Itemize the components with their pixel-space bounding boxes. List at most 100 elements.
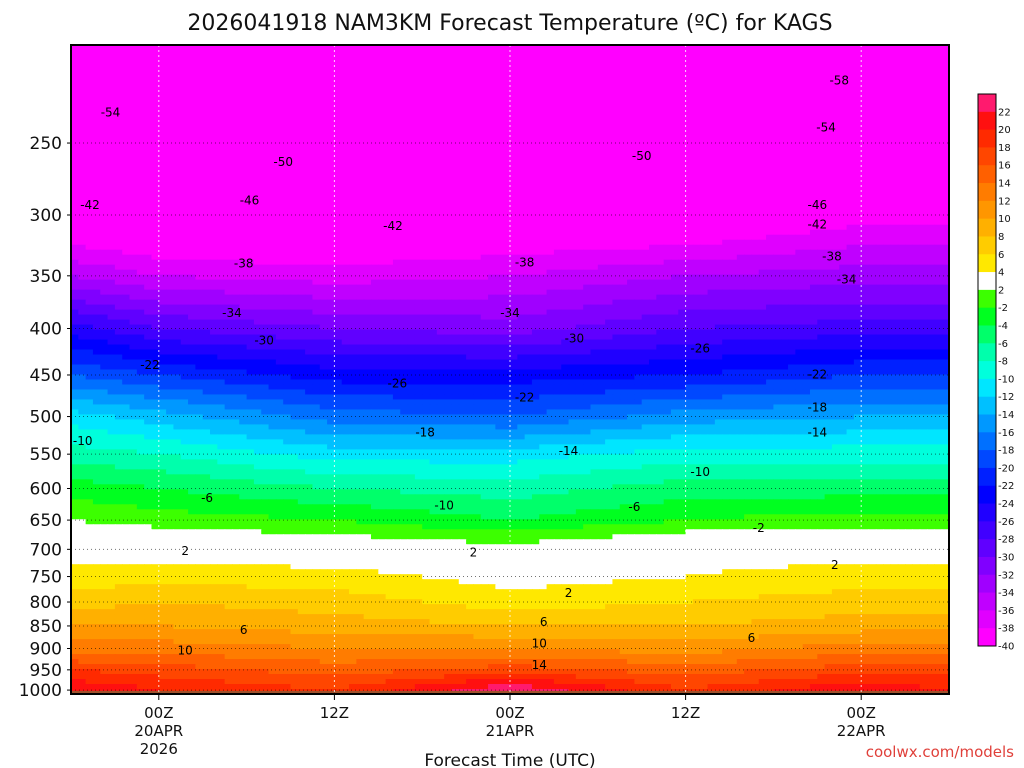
heat-cell (809, 164, 818, 171)
heat-cell (466, 179, 475, 186)
heat-cell (363, 109, 372, 116)
temperature-fill (71, 45, 949, 694)
heat-cell (268, 164, 277, 171)
heat-cell (685, 194, 694, 201)
heat-cell (129, 149, 138, 156)
heat-cell (597, 244, 606, 251)
heat-cell (553, 149, 562, 156)
heat-cell (100, 59, 109, 66)
heat-cell (261, 74, 270, 81)
heat-cell (627, 169, 635, 176)
heat-cell (809, 94, 818, 101)
heat-cell (231, 209, 240, 216)
heat-cell (100, 249, 109, 256)
heat-cell (312, 154, 321, 161)
heat-cell (627, 114, 635, 121)
heat-cell (429, 184, 438, 191)
heat-cell (934, 159, 943, 166)
heat-cell (839, 89, 848, 96)
heat-cell (144, 179, 153, 186)
heat-cell (488, 219, 496, 226)
heat-cell (480, 99, 489, 106)
heat-cell (129, 179, 138, 186)
heat-cell (890, 99, 899, 106)
heat-cell (817, 49, 826, 56)
heat-cell (458, 179, 467, 186)
heat-cell (319, 224, 328, 231)
heat-cell (473, 94, 482, 101)
heat-cell (400, 184, 409, 191)
heat-cell (356, 219, 365, 226)
heat-cell (795, 214, 804, 221)
heat-cell (239, 119, 248, 126)
heat-cell (831, 179, 840, 186)
heat-cell (312, 229, 321, 236)
heat-cell (766, 184, 774, 191)
heat-cell (319, 79, 328, 86)
heat-cell (670, 179, 679, 186)
heat-cell (400, 249, 409, 256)
heat-cell (166, 229, 175, 236)
heat-cell (846, 174, 855, 181)
heat-cell (634, 89, 643, 96)
heat-cell (246, 74, 255, 81)
heat-cell (166, 94, 175, 101)
heat-cell (846, 134, 855, 141)
heat-cell (488, 174, 496, 181)
heat-cell (422, 184, 431, 191)
heat-cell (853, 139, 862, 146)
heat-cell (553, 144, 562, 151)
heat-cell (641, 134, 650, 141)
heat-cell (590, 74, 599, 81)
heat-cell (275, 79, 284, 86)
heat-cell (414, 224, 423, 231)
heat-cell (773, 214, 782, 221)
heat-cell (290, 129, 299, 136)
heat-cell (597, 249, 606, 256)
heat-cell (934, 144, 943, 151)
heat-cell (78, 209, 87, 216)
heat-cell (605, 134, 614, 141)
heat-cell (341, 244, 350, 251)
heat-cell (875, 109, 884, 116)
heat-cell (488, 45, 496, 51)
heat-cell (707, 89, 716, 96)
heat-cell (473, 74, 482, 81)
heat-cell (824, 74, 833, 81)
heat-cell (905, 94, 914, 101)
heat-cell (136, 249, 145, 256)
heat-cell (619, 214, 628, 221)
heat-cell (414, 139, 423, 146)
heat-cell (744, 59, 753, 66)
heat-cell (780, 169, 789, 176)
heat-cell (422, 84, 431, 91)
heat-cell (707, 99, 716, 106)
heat-cell (897, 174, 906, 181)
heat-cell (568, 154, 577, 161)
heat-cell (744, 84, 753, 91)
heat-cell (853, 69, 862, 76)
heat-cell (678, 109, 687, 116)
heat-cell (341, 194, 350, 201)
heat-cell (341, 64, 350, 71)
heat-cell (283, 234, 292, 241)
heat-cell (349, 104, 357, 111)
heat-cell (305, 174, 314, 181)
heat-cell (853, 154, 862, 161)
heat-cell (773, 169, 782, 176)
heat-cell (114, 169, 123, 176)
heat-cell (583, 99, 592, 106)
heat-cell (714, 164, 723, 171)
heat-cell (312, 74, 321, 81)
heat-cell (649, 45, 657, 51)
heat-cell (905, 104, 914, 111)
heat-cell (736, 124, 745, 131)
heat-cell (795, 104, 804, 111)
heat-cell (188, 209, 196, 216)
heat-cell (451, 124, 460, 131)
heat-cell (758, 189, 767, 196)
heat-cell (414, 49, 423, 56)
heat-cell (575, 204, 584, 211)
heat-cell (188, 239, 196, 246)
heat-cell (583, 94, 592, 101)
